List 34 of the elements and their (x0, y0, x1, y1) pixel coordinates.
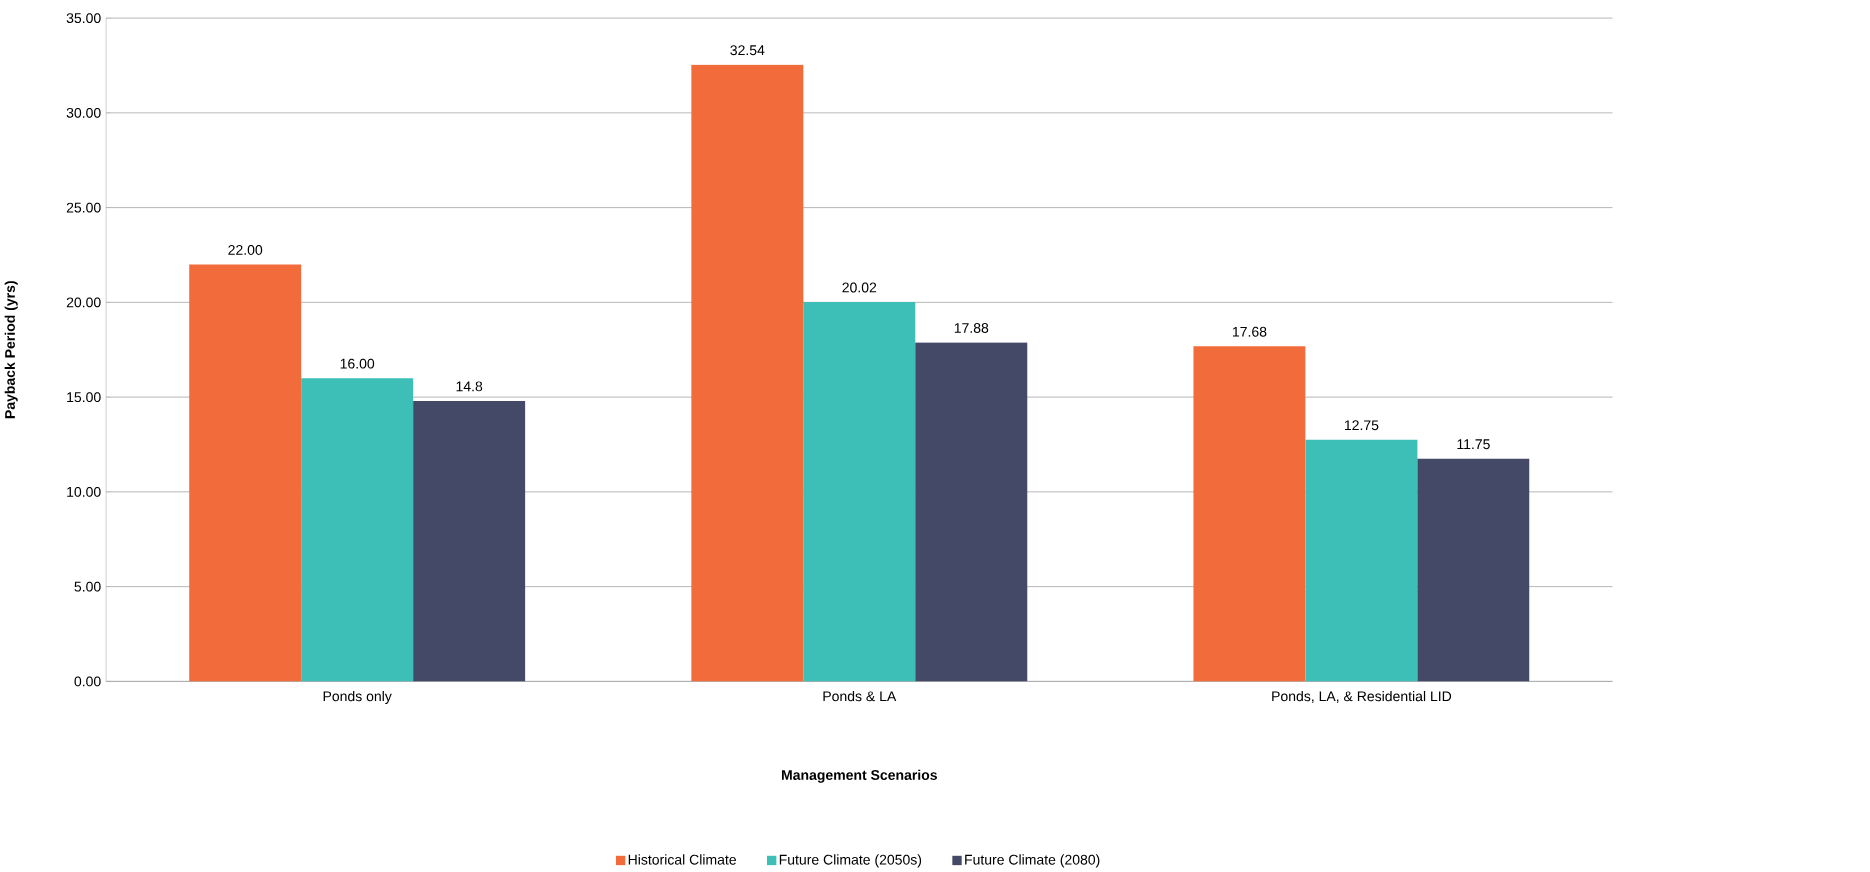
data-label: 17.88 (954, 322, 989, 333)
y-axis-title: Payback Period (yrs) (4, 280, 18, 418)
x-tick-label: Ponds, LA, & Residential LID (1272, 690, 1452, 703)
y-tick-label: 30.00 (66, 107, 101, 118)
data-label: 17.68 (1232, 326, 1267, 337)
legend-label: Historical Climate (628, 854, 736, 865)
bar (1417, 458, 1530, 682)
bar (915, 342, 1028, 682)
legend-label: Future Climate (2050s) (779, 854, 922, 868)
y-tick-label: 10.00 (67, 486, 101, 497)
y-tick-label: 5.00 (74, 581, 101, 592)
data-label: 14.8 (456, 381, 483, 392)
data-label: 22.00 (228, 244, 263, 255)
bar (301, 378, 414, 682)
y-tick-label: 15.00 (67, 392, 101, 402)
x-tick-label: Ponds only (323, 690, 392, 704)
y-tick-label: 35.00 (66, 12, 101, 23)
bar (413, 400, 526, 682)
bar (691, 64, 804, 682)
y-tick-label: 20.00 (66, 297, 101, 308)
bar (803, 301, 916, 682)
data-label: 16.00 (340, 358, 375, 369)
y-tick-label: 0.00 (74, 676, 101, 687)
legend-label: Future Climate (2080) (965, 854, 1100, 868)
bar (1305, 439, 1418, 682)
data-label: 11.75 (1457, 439, 1490, 449)
data-label: 20.02 (842, 282, 877, 293)
x-tick-label: Ponds & LA (823, 690, 897, 702)
bar (189, 264, 302, 682)
data-label: 12.75 (1344, 420, 1379, 431)
data-label: 32.54 (730, 45, 765, 55)
x-axis-title: Management Scenarios (781, 769, 937, 783)
y-tick-label: 25.00 (66, 202, 101, 213)
bar (1193, 346, 1306, 682)
